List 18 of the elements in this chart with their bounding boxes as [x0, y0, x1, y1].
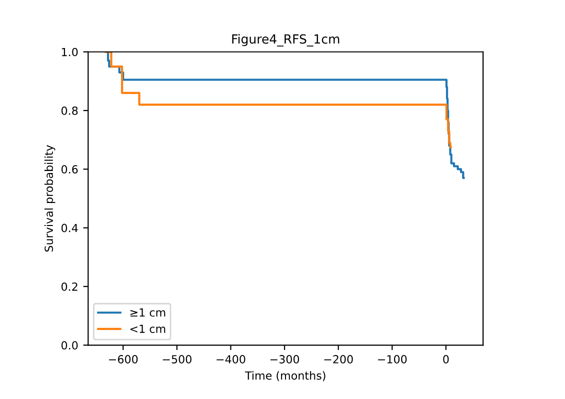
x-axis-title: Time (months) [244, 371, 326, 382]
x-tick-label: −500 [162, 355, 192, 364]
x-tick-label: −200 [324, 355, 353, 364]
y-tick-label: 0.0 [61, 341, 78, 350]
x-tick-label: 0 [443, 355, 449, 364]
y-tick-label: 1.0 [62, 48, 78, 56]
x-tick-label: −400 [216, 355, 246, 364]
y-tick-label: 0.8 [61, 106, 78, 115]
y-tick-label: 0.4 [61, 224, 78, 232]
x-tick-label: −100 [378, 355, 407, 364]
y-axis-title: Survival probability [44, 145, 56, 252]
y-tick-label: 0.6 [61, 165, 78, 174]
x-tick-label: −300 [270, 355, 300, 364]
legend-label: <1 cm [130, 324, 166, 333]
x-tick-label: −600 [109, 355, 138, 364]
legend-label: ≥1 cm [130, 308, 166, 317]
chart-title: Figure4_RFS_1cm [232, 34, 340, 46]
y-tick-label: 0.2 [61, 282, 78, 291]
